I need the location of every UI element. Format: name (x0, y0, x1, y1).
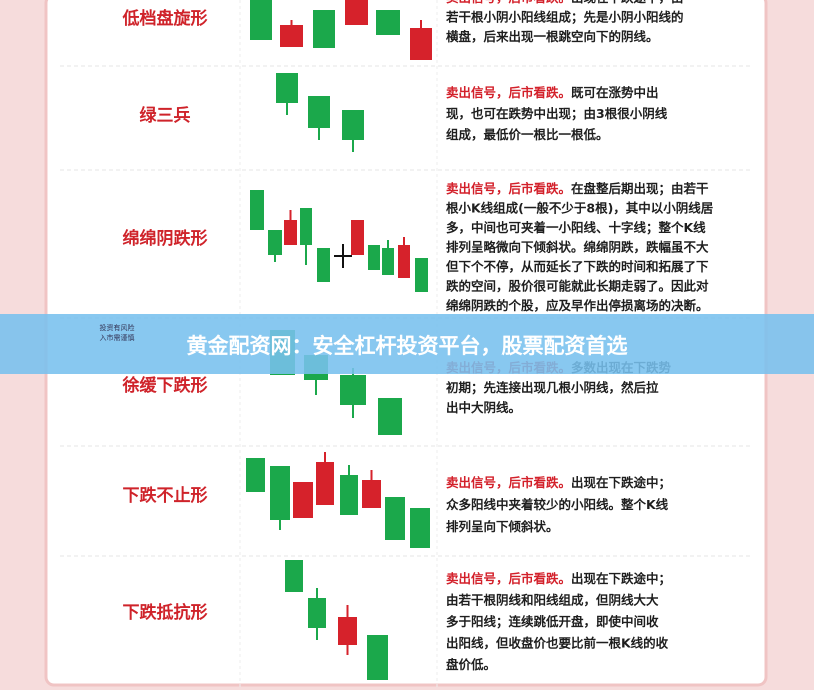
description-text: 在盘整后期出现；由若干 (571, 181, 709, 196)
candle (246, 458, 265, 492)
candle (378, 398, 402, 435)
candle (250, 0, 272, 40)
description-text: 出现在下跌途中，由 (571, 0, 684, 5)
candle (293, 482, 313, 518)
candle (270, 466, 290, 520)
description-text: 横盘，后来出现一根跳空向下的阴线。 (446, 29, 659, 44)
candle (398, 245, 410, 278)
description-line: 出中大阴线。 (446, 400, 521, 415)
banner: 投资有风险 入市需谨慎 黄金配资网：安全杠杆投资平台，股票配资首选 (0, 314, 814, 374)
description-line: 多于阳线；连续跳低开盘，即使中间收 (446, 614, 659, 629)
description-text: 出中大阴线。 (446, 400, 521, 415)
pattern-name: 绵绵阴跌形 (123, 228, 208, 249)
candle (340, 475, 358, 515)
candle (308, 96, 330, 128)
candle (410, 508, 430, 548)
candle (316, 462, 334, 505)
candle (338, 617, 357, 645)
notice: 投资有风险 (100, 323, 135, 332)
description-line: 若干根小阴小阳线组成；先是小阴小阳线的 (445, 10, 684, 25)
description-text: 但下个不停，从而延长了下跌的时间和拓展了下 (445, 259, 709, 274)
candle (285, 560, 303, 592)
description-line: 卖出信号，后市看跌。出现在下跌途中，由 (446, 0, 684, 5)
description-line: 卖出信号，后市看跌。既可在涨势中出 (446, 85, 659, 100)
description-line: 出阳线，但收盘价也要比前一根K线的收 (446, 636, 669, 651)
description-text: 现，也可在跌势中出现；由3根很小阴线 (446, 106, 668, 121)
description-text: 多，中间也可夹着一小阳线、十字线；整个K线 (446, 220, 706, 235)
description-line: 组成，最低价一根比一根低。 (446, 127, 609, 142)
candle (345, 0, 368, 25)
notice: 入市需谨慎 (100, 333, 135, 342)
description-text: 出现在下跌途中； (571, 475, 671, 490)
description-text: 排列呈向下倾斜状。 (446, 519, 559, 534)
candle (351, 220, 364, 255)
description-line: 卖出信号，后市看跌。在盘整后期出现；由若干 (446, 181, 709, 196)
signal: 卖出信号，后市看跌。 (446, 181, 571, 196)
candle (276, 73, 298, 103)
pattern-name: 绿三兵 (140, 105, 191, 126)
candle (268, 230, 282, 255)
description-line: 卖出信号，后市看跌。出现在下跌途中； (446, 475, 671, 490)
candle (410, 28, 432, 60)
description-line: 初期；先连接出现几根小阴线，然后拉 (446, 380, 659, 395)
candle (362, 480, 381, 508)
pattern-name: 下跌不止形 (123, 485, 208, 506)
description-text: 盘价低。 (446, 657, 496, 672)
description-text: 初期；先连接出现几根小阴线，然后拉 (446, 380, 659, 395)
description-text: 根小K线组成(一般不少于8根)，其中以小阴线居 (446, 201, 713, 216)
description-text: 众多阳线中夹着较少的小阳线。整个K线 (446, 497, 669, 512)
signal: 卖出信号，后市看跌。 (446, 0, 571, 5)
description-text: 跌的空间，股价很可能就此长期走弱了。因此对 (446, 279, 709, 294)
description-line: 排列呈向下倾斜状。 (446, 519, 559, 534)
candle (376, 10, 400, 35)
description-text: 出阳线，但收盘价也要比前一根K线的收 (446, 636, 669, 651)
description-line: 但下个不停，从而延长了下跌的时间和拓展了下 (445, 259, 709, 274)
description-text: 出现在下跌途中； (571, 571, 671, 586)
description-line: 绵绵阴跌的个股，应及早作出停损离场的决断。 (446, 298, 709, 313)
description-text: 既可在涨势中出 (571, 85, 659, 100)
description-line: 排列呈略微向下倾斜状。绵绵阴跌，跌幅虽不大 (446, 240, 709, 255)
candle (313, 10, 335, 48)
description-text: 由若干根阴线和阳线组成，但阴线大大 (446, 593, 659, 608)
candle (300, 208, 312, 245)
description-line: 跌的空间，股价很可能就此长期走弱了。因此对 (446, 279, 709, 294)
description-line: 众多阳线中夹着较少的小阳线。整个K线 (446, 497, 669, 512)
description-line: 根小K线组成(一般不少于8根)，其中以小阴线居 (446, 201, 713, 216)
description-line: 盘价低。 (446, 657, 496, 672)
banner-bg (0, 314, 814, 374)
banner-title: 黄金配资网：安全杠杆投资平台，股票配资首选 (187, 334, 628, 358)
candle (340, 375, 366, 405)
signal: 卖出信号，后市看跌。 (446, 571, 571, 586)
description-text: 若干根小阴小阳线组成；先是小阴小阳线的 (445, 10, 684, 25)
description-text: 绵绵阴跌的个股，应及早作出停损离场的决断。 (446, 298, 709, 313)
description-line: 卖出信号，后市看跌。出现在下跌途中； (446, 571, 671, 586)
candle (317, 248, 330, 282)
candle (342, 110, 364, 140)
pattern-name: 徐缓下跌形 (122, 375, 208, 396)
description-text: 组成，最低价一根比一根低。 (446, 127, 609, 142)
signal: 卖出信号，后市看跌。 (446, 475, 571, 490)
description-line: 横盘，后来出现一根跳空向下的阴线。 (446, 29, 659, 44)
candle (368, 245, 380, 270)
signal: 卖出信号，后市看跌。 (446, 85, 571, 100)
description-text: 多于阳线；连续跳低开盘，即使中间收 (446, 614, 659, 629)
description-line: 多，中间也可夹着一小阳线、十字线；整个K线 (446, 220, 706, 235)
pattern-name: 低档盘旋形 (122, 8, 208, 29)
candle (308, 598, 326, 628)
candle (284, 220, 297, 245)
candle (280, 25, 303, 47)
candle (367, 635, 388, 680)
content: 低档盘旋形卖出信号，后市看跌。出现在下跌途中，由若干根小阴小阳线组成；先是小阴小… (60, 0, 752, 680)
candle (382, 248, 394, 275)
pattern-name: 下跌抵抗形 (123, 602, 208, 623)
candle (385, 497, 405, 540)
description-line: 由若干根阴线和阳线组成，但阴线大大 (446, 593, 659, 608)
description-line: 现，也可在跌势中出现；由3根很小阴线 (446, 106, 668, 121)
description-text: 排列呈略微向下倾斜状。绵绵阴跌，跌幅虽不大 (446, 240, 709, 255)
candle (250, 190, 264, 230)
candle (415, 258, 428, 292)
